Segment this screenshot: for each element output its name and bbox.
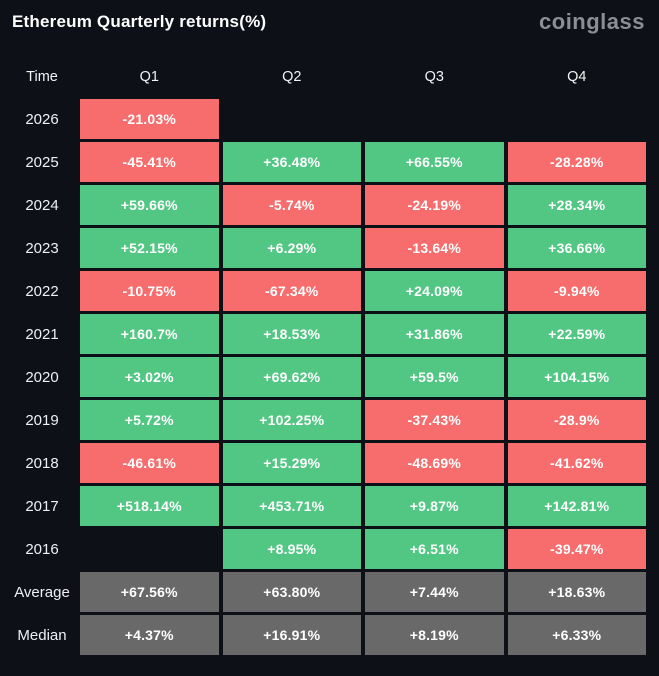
empty-cell	[365, 99, 504, 139]
quarterly-returns-table: Time Q1 Q2 Q3 Q4 2026 -21.03% 2025 -45.41% +36.4…	[8, 65, 646, 655]
row-label: 2022	[25, 282, 59, 300]
row-label: 2018	[25, 454, 59, 472]
table-row-average: Average +67.56% +63.80% +7.44% +18.63%	[8, 572, 646, 612]
row-label: Median	[17, 626, 67, 644]
return-cell: +31.86%	[365, 314, 504, 354]
return-cell: +5.72%	[80, 400, 219, 440]
row-label: 2017	[25, 497, 59, 515]
return-cell: +142.81%	[507, 486, 646, 526]
topbar: Ethereum Quarterly returns(%) coinglass	[0, 0, 659, 35]
return-cell: +36.66%	[507, 228, 646, 268]
row-label: 2016	[25, 540, 59, 558]
return-cell: +67.56%	[80, 572, 219, 612]
return-cell: -41.62%	[507, 443, 646, 483]
row-label: 2023	[25, 239, 59, 257]
table-row-2016: 2016 +8.95% +6.51% -39.47%	[8, 529, 646, 569]
column-header-q3: Q3	[424, 69, 444, 85]
return-cell: -21.03%	[80, 99, 219, 139]
table-row-2022: 2022 -10.75% -67.34% +24.09% -9.94%	[8, 271, 646, 311]
return-cell: +66.55%	[365, 142, 504, 182]
table-row-2017: 2017 +518.14% +453.71% +9.87% +142.81%	[8, 486, 646, 526]
return-cell: +24.09%	[365, 271, 504, 311]
table-row-2019: 2019 +5.72% +102.25% -37.43% -28.9%	[8, 400, 646, 440]
return-cell: +15.29%	[222, 443, 361, 483]
return-cell: +6.33%	[507, 615, 646, 655]
return-cell: +18.63%	[507, 572, 646, 612]
table-row-2021: 2021 +160.7% +18.53% +31.86% +22.59%	[8, 314, 646, 354]
return-cell: +18.53%	[222, 314, 361, 354]
return-cell: +104.15%	[507, 357, 646, 397]
return-cell: +28.34%	[507, 185, 646, 225]
return-cell: +9.87%	[365, 486, 504, 526]
table-header-row: Time Q1 Q2 Q3 Q4	[8, 65, 646, 89]
row-label: 2024	[25, 196, 59, 214]
return-cell: +36.48%	[222, 142, 361, 182]
return-cell: +453.71%	[222, 486, 361, 526]
return-cell: +8.19%	[365, 615, 504, 655]
column-header-time: Time	[26, 69, 58, 85]
return-cell: -5.74%	[222, 185, 361, 225]
table-row-2020: 2020 +3.02% +69.62% +59.5% +104.15%	[8, 357, 646, 397]
return-cell: +69.62%	[222, 357, 361, 397]
return-cell: -39.47%	[507, 529, 646, 569]
return-cell: +59.66%	[80, 185, 219, 225]
return-cell: -13.64%	[365, 228, 504, 268]
return-cell: +6.29%	[222, 228, 361, 268]
return-cell: -24.19%	[365, 185, 504, 225]
return-cell: +22.59%	[507, 314, 646, 354]
page-title: Ethereum Quarterly returns(%)	[12, 12, 267, 31]
return-cell: -67.34%	[222, 271, 361, 311]
table-row-2018: 2018 -46.61% +15.29% -48.69% -41.62%	[8, 443, 646, 483]
empty-cell	[508, 99, 647, 139]
return-cell: -48.69%	[365, 443, 504, 483]
table-row-2024: 2024 +59.66% -5.74% -24.19% +28.34%	[8, 185, 646, 225]
return-cell: +4.37%	[80, 615, 219, 655]
row-label: Average	[14, 583, 70, 601]
column-header-q2: Q2	[282, 69, 302, 85]
table-row-2026: 2026 -21.03%	[8, 99, 646, 139]
return-cell: +16.91%	[222, 615, 361, 655]
return-cell: +6.51%	[365, 529, 504, 569]
table-row-2025: 2025 -45.41% +36.48% +66.55% -28.28%	[8, 142, 646, 182]
return-cell: -45.41%	[80, 142, 219, 182]
row-label: 2019	[25, 411, 59, 429]
row-label: 2020	[25, 368, 59, 386]
table-row-2023: 2023 +52.15% +6.29% -13.64% +36.66%	[8, 228, 646, 268]
coinglass-logo: coinglass	[539, 9, 645, 34]
return-cell: +518.14%	[80, 486, 219, 526]
return-cell: +52.15%	[80, 228, 219, 268]
return-cell: +7.44%	[365, 572, 504, 612]
empty-cell	[80, 529, 219, 569]
empty-cell	[223, 99, 362, 139]
return-cell: +160.7%	[80, 314, 219, 354]
return-cell: -28.9%	[507, 400, 646, 440]
return-cell: +102.25%	[222, 400, 361, 440]
table-body: 2026 -21.03% 2025 -45.41% +36.48% +66.55% -28.…	[8, 99, 646, 655]
return-cell: +8.95%	[222, 529, 361, 569]
return-cell: -37.43%	[365, 400, 504, 440]
row-label: 2025	[25, 153, 59, 171]
return-cell: -46.61%	[80, 443, 219, 483]
return-cell: -9.94%	[507, 271, 646, 311]
return-cell: +3.02%	[80, 357, 219, 397]
row-label: 2021	[25, 325, 59, 343]
column-header-q4: Q4	[567, 69, 587, 85]
return-cell: +59.5%	[365, 357, 504, 397]
column-header-q1: Q1	[139, 69, 159, 85]
table-row-median: Median +4.37% +16.91% +8.19% +6.33%	[8, 615, 646, 655]
return-cell: -28.28%	[507, 142, 646, 182]
row-label: 2026	[25, 110, 59, 128]
return-cell: -10.75%	[80, 271, 219, 311]
return-cell: +63.80%	[222, 572, 361, 612]
